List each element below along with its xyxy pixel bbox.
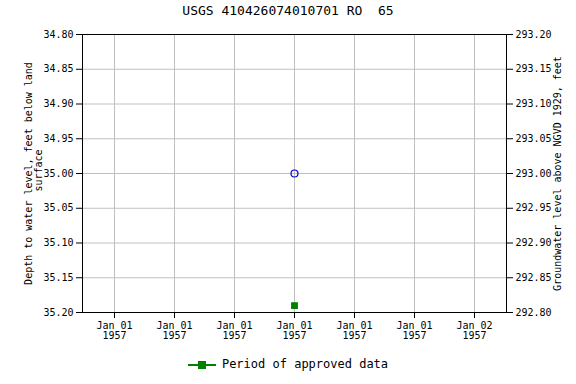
svg-text:34.85: 34.85 — [43, 63, 73, 74]
svg-text:Depth to water level, feet bel: Depth to water level, feet below land su… — [23, 62, 44, 285]
svg-text:35.20: 35.20 — [43, 307, 73, 318]
svg-text:Jan 011957: Jan 011957 — [396, 320, 432, 341]
svg-text:35.05: 35.05 — [43, 202, 73, 213]
svg-text:292.85: 292.85 — [516, 272, 552, 283]
svg-text:35.15: 35.15 — [43, 272, 73, 283]
html-text:USGS 410426074010701 RO 65: USGS 410426074010701 RO 65 — [182, 3, 394, 18]
svg-text:Jan 011957: Jan 011957 — [336, 320, 372, 341]
svg-text:Jan 011957: Jan 011957 — [216, 320, 252, 341]
html-text:Period of approved data: Period of approved data — [221, 357, 389, 371]
svg-text:292.90: 292.90 — [516, 237, 552, 248]
svg-text:Jan 021957: Jan 021957 — [456, 320, 492, 341]
svg-text:292.95: 292.95 — [516, 202, 552, 213]
svg-text:Jan 011957: Jan 011957 — [96, 320, 132, 341]
svg-text:293.05: 293.05 — [516, 133, 552, 144]
svg-text:35.00: 35.00 — [43, 168, 73, 179]
svg-text:293.00: 293.00 — [516, 168, 552, 179]
svg-text:293.20: 293.20 — [516, 29, 552, 40]
svg-text:Jan 011957: Jan 011957 — [156, 320, 192, 341]
svg-text:Jan 011957: Jan 011957 — [276, 320, 312, 341]
svg-text:293.15: 293.15 — [516, 63, 552, 74]
svg-text:Groundwater level above NGVD 1: Groundwater level above NGVD 1929, feet — [552, 56, 563, 291]
svg-text:34.90: 34.90 — [43, 98, 73, 109]
svg-text:293.10: 293.10 — [516, 98, 552, 109]
svg-text:292.80: 292.80 — [516, 307, 552, 318]
svg-text:34.95: 34.95 — [43, 133, 73, 144]
svg-text:35.10: 35.10 — [43, 237, 73, 248]
svg-text:34.80: 34.80 — [43, 29, 73, 40]
